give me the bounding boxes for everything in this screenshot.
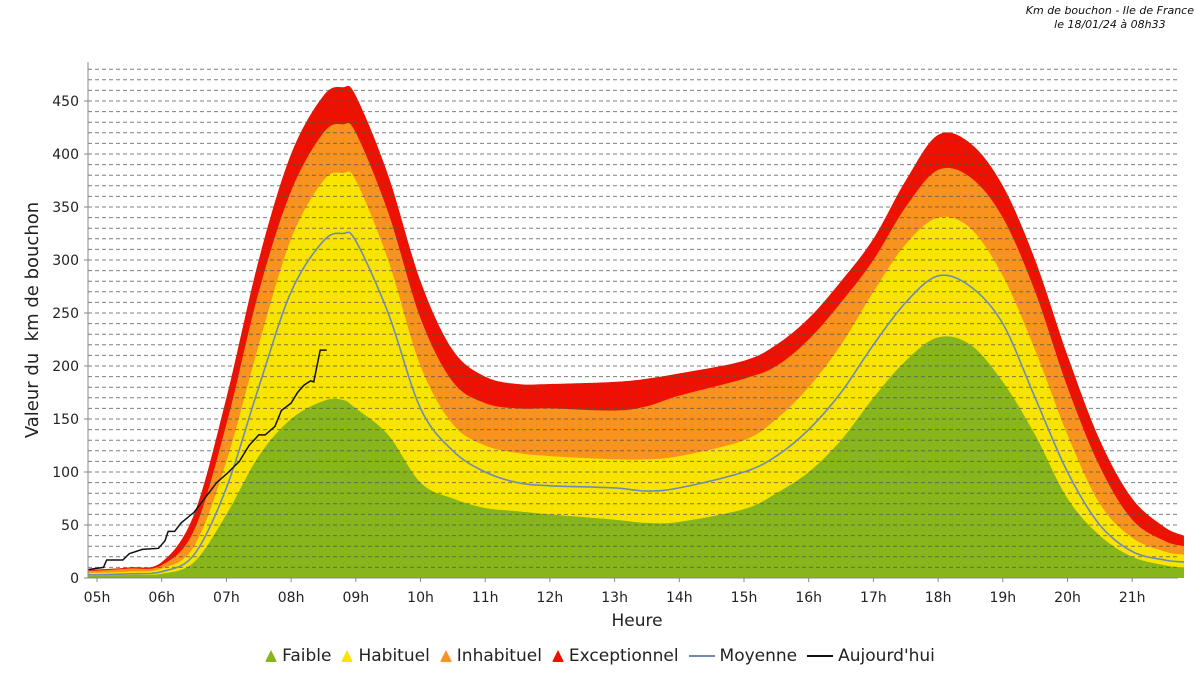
x-tick-label: 08h bbox=[278, 590, 305, 606]
triangle-icon bbox=[265, 650, 278, 662]
axes: 0 50 100 150 200 250 300 350 400 450 05h 06h 07h 08h 0… bbox=[52, 62, 1178, 606]
areas bbox=[88, 85, 1184, 579]
legend-exceptionnel: Exceptionnel bbox=[551, 646, 679, 666]
triangle-icon bbox=[551, 650, 564, 662]
y-tick-label: 350 bbox=[52, 200, 79, 216]
y-tick-label: 0 bbox=[70, 571, 79, 587]
legend-label: Inhabituel bbox=[456, 646, 542, 666]
y-tick-label: 150 bbox=[52, 412, 79, 428]
y-tick-label: 100 bbox=[52, 465, 79, 481]
y-tick-label: 200 bbox=[52, 359, 79, 375]
y-axis-label: Valeur du km de bouchon bbox=[22, 202, 43, 438]
legend-faible: Faible bbox=[265, 646, 331, 666]
x-tick-label: 05h bbox=[84, 590, 111, 606]
line-icon bbox=[688, 655, 715, 657]
x-tick-label: 19h bbox=[989, 590, 1016, 606]
legend-aujourdhui: Aujourd'hui bbox=[807, 646, 935, 666]
legend-label: Exceptionnel bbox=[568, 646, 679, 666]
legend: Faible Habituel Inhabituel Exceptionnel … bbox=[0, 646, 1200, 666]
y-tick-label: 250 bbox=[52, 306, 79, 322]
x-axis-label: Heure bbox=[611, 611, 662, 631]
legend-label: Aujourd'hui bbox=[838, 646, 935, 666]
line-icon bbox=[807, 655, 834, 657]
x-tick-label: 15h bbox=[731, 590, 758, 606]
x-tick-label: 11h bbox=[472, 590, 499, 606]
x-tick-label: 14h bbox=[666, 590, 693, 606]
y-tick-label: 50 bbox=[61, 518, 79, 534]
x-tick-label: 13h bbox=[601, 590, 628, 606]
legend-habituel: Habituel bbox=[341, 646, 430, 666]
y-tick-label: 400 bbox=[52, 147, 79, 163]
x-tick-label: 20h bbox=[1054, 590, 1081, 606]
legend-label: Faible bbox=[282, 646, 332, 666]
x-tick-label: 17h bbox=[860, 590, 887, 606]
chart-title-block: Km de bouchon - Ile de France le 18/01/2… bbox=[1026, 4, 1194, 32]
chart-subtitle: le 18/01/24 à 08h33 bbox=[1054, 18, 1166, 31]
line-moyenne bbox=[88, 231, 1185, 576]
x-tick-label: 21h bbox=[1119, 590, 1146, 606]
x-tick-label: 10h bbox=[407, 590, 434, 606]
lines bbox=[88, 231, 1185, 576]
triangle-icon bbox=[341, 650, 354, 662]
x-tick-label: 09h bbox=[342, 590, 369, 606]
chart-title: Km de bouchon - Ile de France bbox=[1025, 4, 1194, 17]
y-tick-label: 300 bbox=[52, 253, 79, 269]
x-tick-label: 06h bbox=[148, 590, 175, 606]
legend-inhabituel: Inhabituel bbox=[439, 646, 542, 666]
legend-label: Moyenne bbox=[719, 646, 798, 666]
legend-moyenne: Moyenne bbox=[688, 646, 798, 666]
area-faible bbox=[88, 336, 1184, 578]
x-tick-label: 16h bbox=[795, 590, 822, 606]
line-aujourdhui bbox=[88, 349, 327, 571]
y-tick-label: 450 bbox=[52, 94, 79, 110]
x-tick-label: 07h bbox=[213, 590, 240, 606]
legend-label: Habituel bbox=[358, 646, 430, 666]
x-tick-label: 12h bbox=[537, 590, 564, 606]
x-tick-label: 18h bbox=[925, 590, 952, 606]
triangle-icon bbox=[439, 650, 452, 662]
